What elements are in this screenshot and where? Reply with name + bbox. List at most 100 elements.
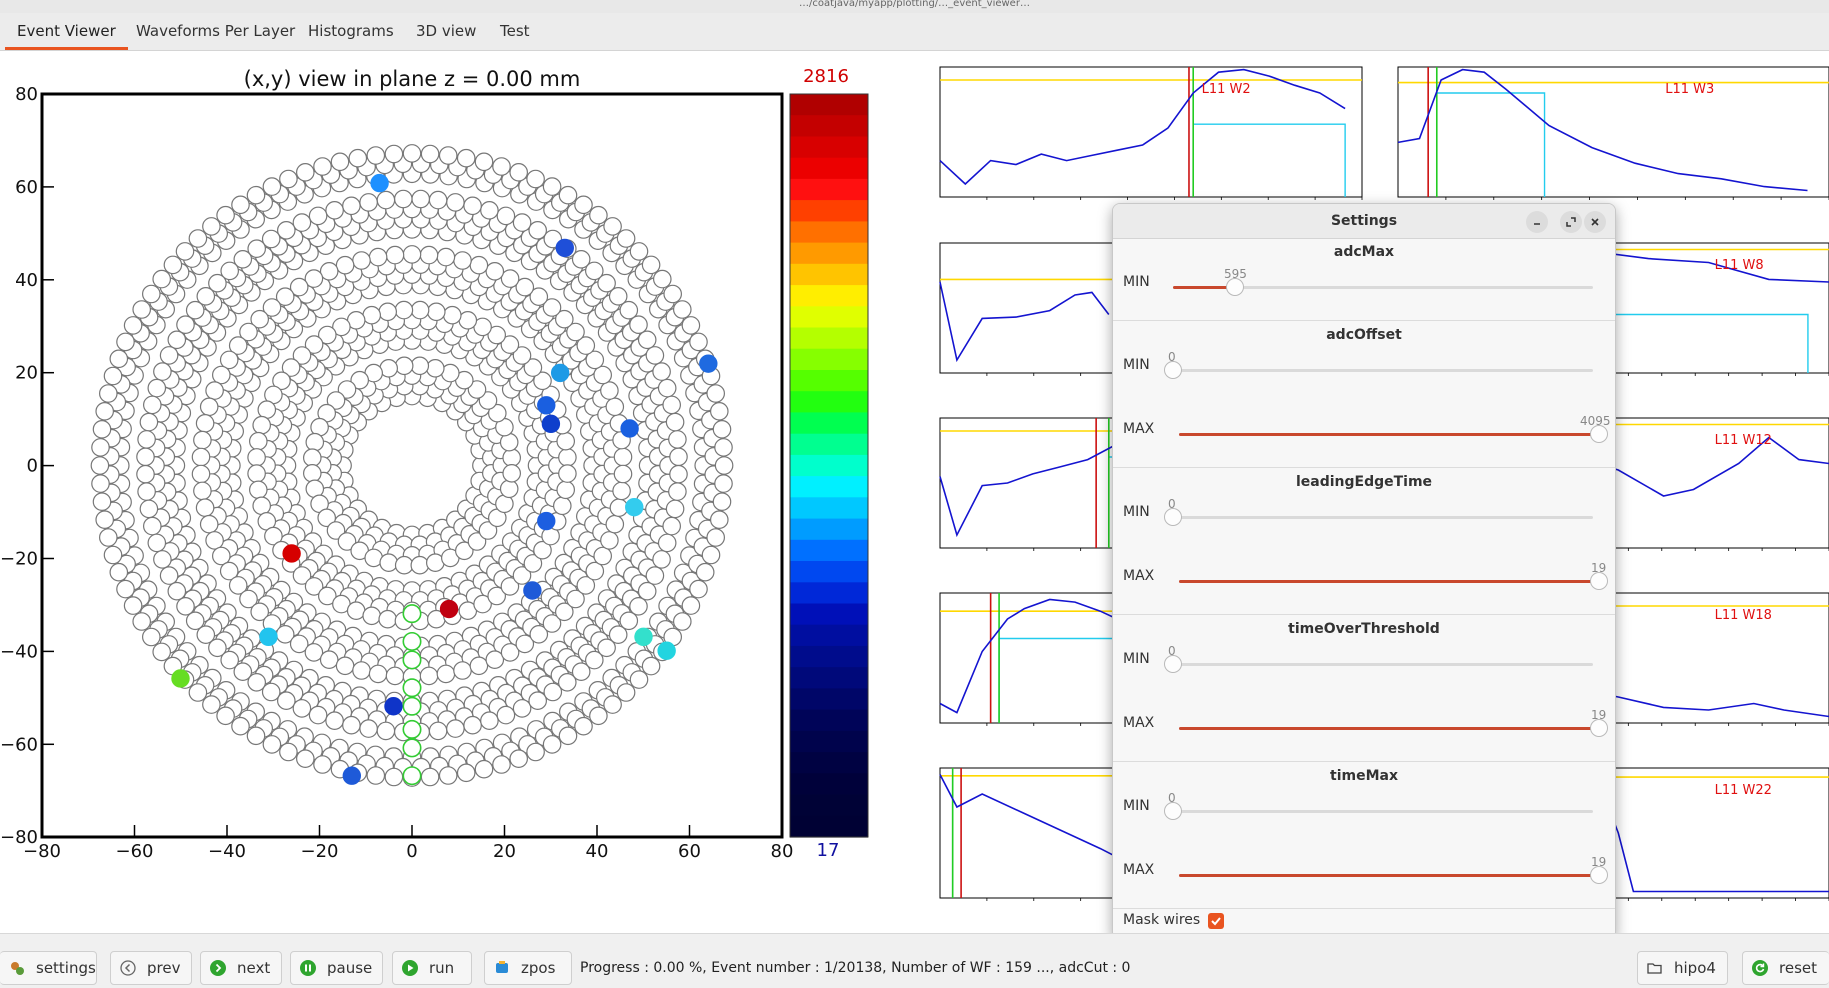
section-title: leadingEdgeTime (1295, 474, 1433, 490)
wire-hit[interactable] (657, 641, 676, 660)
slider-handle[interactable] (1164, 802, 1182, 820)
tab-histograms[interactable]: Histograms (308, 22, 394, 40)
colorbar-band (790, 730, 868, 753)
wire-hit[interactable] (259, 627, 278, 647)
wire-circle (264, 526, 283, 546)
wire-hit[interactable] (634, 627, 653, 647)
wire-circle (219, 350, 239, 370)
wire-circle (368, 247, 388, 267)
wire-hit[interactable] (699, 354, 718, 373)
wire-circle (456, 763, 476, 783)
wire-hit[interactable] (537, 511, 556, 531)
wire-circle (669, 447, 688, 467)
zpos-button[interactable]: zpos (484, 951, 572, 985)
timeoverthreshold-min-slider[interactable] (1164, 655, 1593, 673)
wire-circle (467, 532, 487, 551)
slider-value: 19 (1591, 561, 1607, 575)
slider-handle[interactable] (1590, 719, 1608, 737)
timemax-max-slider[interactable] (1179, 866, 1608, 884)
leadingedgetime-max-slider[interactable] (1179, 572, 1608, 590)
wire-circle (231, 716, 250, 736)
zpos-icon (493, 959, 511, 977)
timeoverthreshold-max-slider[interactable] (1179, 719, 1608, 737)
wire-hit[interactable] (384, 697, 403, 716)
slider-handle[interactable] (1590, 572, 1608, 590)
slider-handle[interactable] (1164, 508, 1182, 526)
xy-view-plot[interactable]: (x,y) view in plane z = 0.00 mm −80 80 −60… (0, 51, 900, 933)
wire-circle (199, 514, 219, 534)
wire-circle (672, 612, 692, 631)
plot-title: (x,y) view in plane z = 0.00 mm (244, 67, 581, 91)
wire-hit[interactable] (439, 599, 459, 619)
hipo4-button[interactable]: hipo4 (1637, 951, 1728, 985)
wire-hit[interactable] (171, 669, 190, 688)
wire-hit[interactable] (541, 414, 561, 434)
minimize-button[interactable] (1526, 211, 1548, 233)
timemax-min-slider[interactable] (1164, 802, 1593, 820)
wire-circle (275, 287, 295, 306)
waveform-trace (1397, 68, 1808, 192)
adcoffset-max-slider[interactable] (1179, 425, 1608, 443)
wire-hit[interactable] (550, 363, 570, 383)
min-label: MIN (1123, 357, 1150, 373)
y-tick-label: −80 (0, 827, 38, 848)
tab-3d-view[interactable]: 3D view (416, 22, 477, 40)
wire-circle (500, 577, 520, 596)
section-title: timeOverThreshold (1288, 621, 1440, 637)
slider-handle[interactable] (1590, 866, 1608, 884)
wire-circle (247, 239, 267, 258)
wire-circle (442, 305, 462, 325)
wire-hit[interactable] (555, 238, 574, 258)
wire-circle (657, 533, 677, 553)
colorbar-band (790, 94, 868, 116)
wire-circle (480, 711, 499, 730)
slider-value: 595 (1224, 267, 1247, 281)
wire-circle (346, 601, 366, 620)
max-label: MAX (1123, 715, 1155, 731)
wire-hit[interactable] (342, 766, 362, 785)
wire-circle (216, 205, 235, 225)
wire-circle (613, 447, 633, 467)
slider-fill (1179, 433, 1599, 436)
adcoffset-min-slider[interactable] (1164, 361, 1593, 379)
pause-button[interactable]: pause (290, 951, 383, 985)
wire-circle (289, 277, 309, 297)
mask-wires-checkbox[interactable] (1208, 913, 1224, 929)
settings-button-label: settings (36, 959, 96, 977)
maximize-button[interactable] (1560, 211, 1582, 233)
wire-hit[interactable] (370, 173, 389, 193)
settings-dialog-header: Settings (1113, 204, 1615, 239)
close-button[interactable] (1584, 211, 1606, 233)
settings-button[interactable]: settings (0, 951, 97, 985)
slider-handle[interactable] (1164, 655, 1182, 673)
wire-circle (584, 261, 604, 281)
tab-event-viewer[interactable]: Event Viewer (5, 13, 128, 50)
reset-button[interactable]: reset (1742, 951, 1829, 985)
wire-circle (208, 638, 227, 658)
run-button[interactable]: run (392, 951, 472, 985)
slider-handle[interactable] (1590, 425, 1608, 443)
wire-hit[interactable] (625, 497, 644, 517)
wire-hit[interactable] (282, 544, 301, 563)
wire-circle (613, 464, 633, 484)
colorbar-band (790, 412, 868, 435)
y-tick-label: 60 (15, 177, 38, 198)
wire-circle (526, 169, 545, 189)
slider-handle[interactable] (1226, 278, 1244, 296)
wire-hit[interactable] (620, 419, 639, 438)
wire-circle (279, 742, 298, 762)
wire-hit[interactable] (523, 581, 542, 600)
slider-handle[interactable] (1164, 361, 1182, 379)
wire-hit[interactable] (537, 396, 556, 415)
wire-circle (608, 287, 628, 306)
prev-button[interactable]: prev (110, 951, 192, 985)
colorbar-band (790, 370, 868, 392)
leadingedgetime-min-slider[interactable] (1164, 508, 1593, 526)
colorbar-band (790, 603, 868, 626)
wire-circle (669, 464, 688, 484)
tab-test[interactable]: Test (500, 22, 530, 40)
wire-circle (378, 302, 397, 322)
tab-waveforms-per-layer[interactable]: Waveforms Per Layer (136, 22, 296, 40)
next-button[interactable]: next (200, 951, 282, 985)
adcmax-min-slider[interactable] (1173, 278, 1593, 296)
